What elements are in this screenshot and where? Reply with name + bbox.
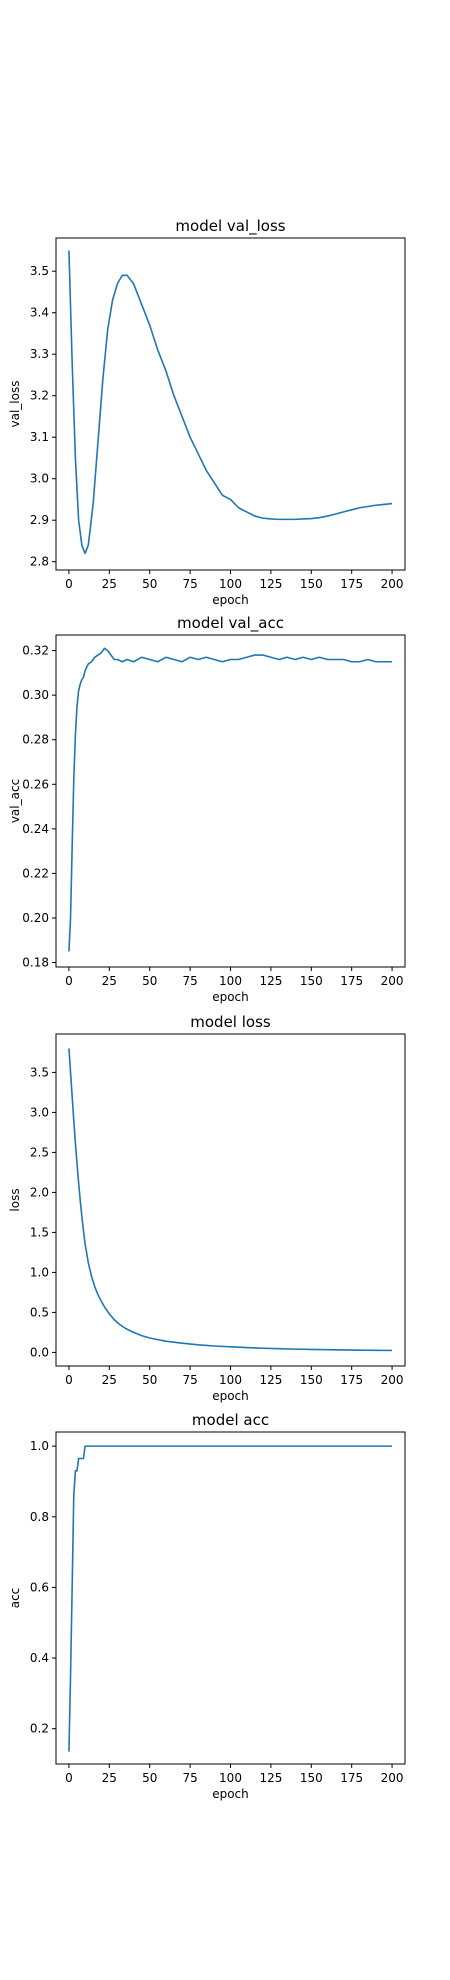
y-tick-label: 0.32 xyxy=(22,644,49,658)
x-axis-label: epoch xyxy=(212,1389,249,1403)
y-tick-label: 1.0 xyxy=(30,1265,49,1279)
y-tick-label: 0.28 xyxy=(22,733,49,747)
y-tick-label: 0.4 xyxy=(30,1651,49,1665)
y-tick-label: 2.0 xyxy=(30,1185,49,1199)
y-tick-label: 3.0 xyxy=(30,1105,49,1119)
y-tick-label: 1.0 xyxy=(30,1439,49,1453)
x-tick-label: 175 xyxy=(340,1771,363,1785)
y-tick-label: 0.6 xyxy=(30,1580,49,1594)
x-tick-label: 75 xyxy=(182,1771,197,1785)
chart-3: 0 25 50 75 100 125 150 175 200 0.2 0.4 0.6 0.8 1.0 mod… xyxy=(8,1411,406,1801)
y-tick-label: 0.20 xyxy=(22,911,49,925)
x-tick-label: 175 xyxy=(340,577,363,591)
x-tick-label: 150 xyxy=(300,1373,323,1387)
y-axis-label: val_loss xyxy=(8,381,22,428)
x-tick-label: 200 xyxy=(381,974,404,988)
y-tick-label: 3.1 xyxy=(30,430,49,444)
x-tick-label: 100 xyxy=(219,577,242,591)
x-tick-label: 100 xyxy=(219,1373,242,1387)
x-tick-label: 25 xyxy=(102,1373,117,1387)
y-tick-label: 0.2 xyxy=(30,1722,49,1736)
x-tick-label: 100 xyxy=(219,974,242,988)
y-tick-label: 0.22 xyxy=(22,866,49,880)
chart-title: model acc xyxy=(192,1411,269,1429)
x-tick-label: 50 xyxy=(142,1771,157,1785)
x-tick-label: 25 xyxy=(102,577,117,591)
y-axis-label: loss xyxy=(8,1188,22,1211)
y-tick-label: 2.5 xyxy=(30,1145,49,1159)
chart-title: model val_loss xyxy=(175,217,285,236)
x-tick-label: 175 xyxy=(340,1373,363,1387)
y-tick-label: 0.26 xyxy=(22,777,49,791)
y-tick-label: 3.5 xyxy=(30,1065,49,1079)
x-tick-label: 150 xyxy=(300,1771,323,1785)
x-tick-label: 0 xyxy=(65,577,73,591)
y-tick-label: 0.30 xyxy=(22,688,49,702)
chart-1: 0 25 50 75 100 125 150 175 200 0.18 0.20 0.22 0.24 0.… xyxy=(8,614,406,1004)
x-tick-label: 0 xyxy=(65,1373,73,1387)
x-tick-label: 50 xyxy=(142,1373,157,1387)
x-axis-label: epoch xyxy=(212,593,249,607)
y-tick-label: 3.0 xyxy=(30,472,49,486)
series-line xyxy=(68,250,393,555)
x-tick-label: 50 xyxy=(142,577,157,591)
x-tick-label: 175 xyxy=(340,974,363,988)
x-tick-label: 200 xyxy=(381,577,404,591)
x-tick-label: 125 xyxy=(259,1771,282,1785)
y-tick-label: 0.8 xyxy=(30,1510,49,1524)
x-tick-label: 150 xyxy=(300,577,323,591)
x-tick-label: 25 xyxy=(102,1771,117,1785)
y-tick-label: 3.3 xyxy=(30,347,49,361)
y-tick-label: 0.5 xyxy=(30,1305,49,1319)
y-axis-label: acc xyxy=(8,1588,22,1609)
x-tick-label: 100 xyxy=(219,1771,242,1785)
x-tick-label: 150 xyxy=(300,974,323,988)
y-axis-label: val_acc xyxy=(8,779,22,823)
y-tick-label: 3.5 xyxy=(30,264,49,278)
x-tick-label: 125 xyxy=(259,577,282,591)
y-tick-label: 3.2 xyxy=(30,389,49,403)
x-tick-label: 0 xyxy=(65,974,73,988)
y-tick-label: 2.8 xyxy=(30,555,49,569)
x-tick-label: 50 xyxy=(142,974,157,988)
x-tick-label: 0 xyxy=(65,1771,73,1785)
series-line xyxy=(68,1445,393,1752)
chart-2: 0 25 50 75 100 125 150 175 200 0.0 0.5 1.0 1.5 2.0 2.5… xyxy=(8,1013,406,1403)
x-tick-label: 125 xyxy=(259,974,282,988)
x-axis-label: epoch xyxy=(212,990,249,1004)
x-tick-label: 200 xyxy=(381,1373,404,1387)
chart-title: model loss xyxy=(190,1013,271,1031)
y-tick-label: 3.4 xyxy=(30,306,49,320)
x-tick-label: 125 xyxy=(259,1373,282,1387)
x-axis-label: epoch xyxy=(212,1787,249,1801)
x-tick-label: 200 xyxy=(381,1771,404,1785)
y-tick-label: 0.24 xyxy=(22,822,49,836)
y-tick-label: 1.5 xyxy=(30,1225,49,1239)
chart-0: 0 25 50 75 100 125 150 175 200 2.8 2.9 3.0 3.1 3.2 3.3… xyxy=(8,217,406,607)
x-tick-label: 75 xyxy=(182,974,197,988)
series-line xyxy=(68,647,393,952)
x-tick-label: 75 xyxy=(182,577,197,591)
series-line xyxy=(68,1048,393,1352)
x-tick-label: 75 xyxy=(182,1373,197,1387)
y-tick-label: 0.18 xyxy=(22,956,49,970)
y-tick-label: 2.9 xyxy=(30,513,49,527)
chart-title: model val_acc xyxy=(177,614,284,633)
x-tick-label: 25 xyxy=(102,974,117,988)
y-tick-label: 0.0 xyxy=(30,1345,49,1359)
